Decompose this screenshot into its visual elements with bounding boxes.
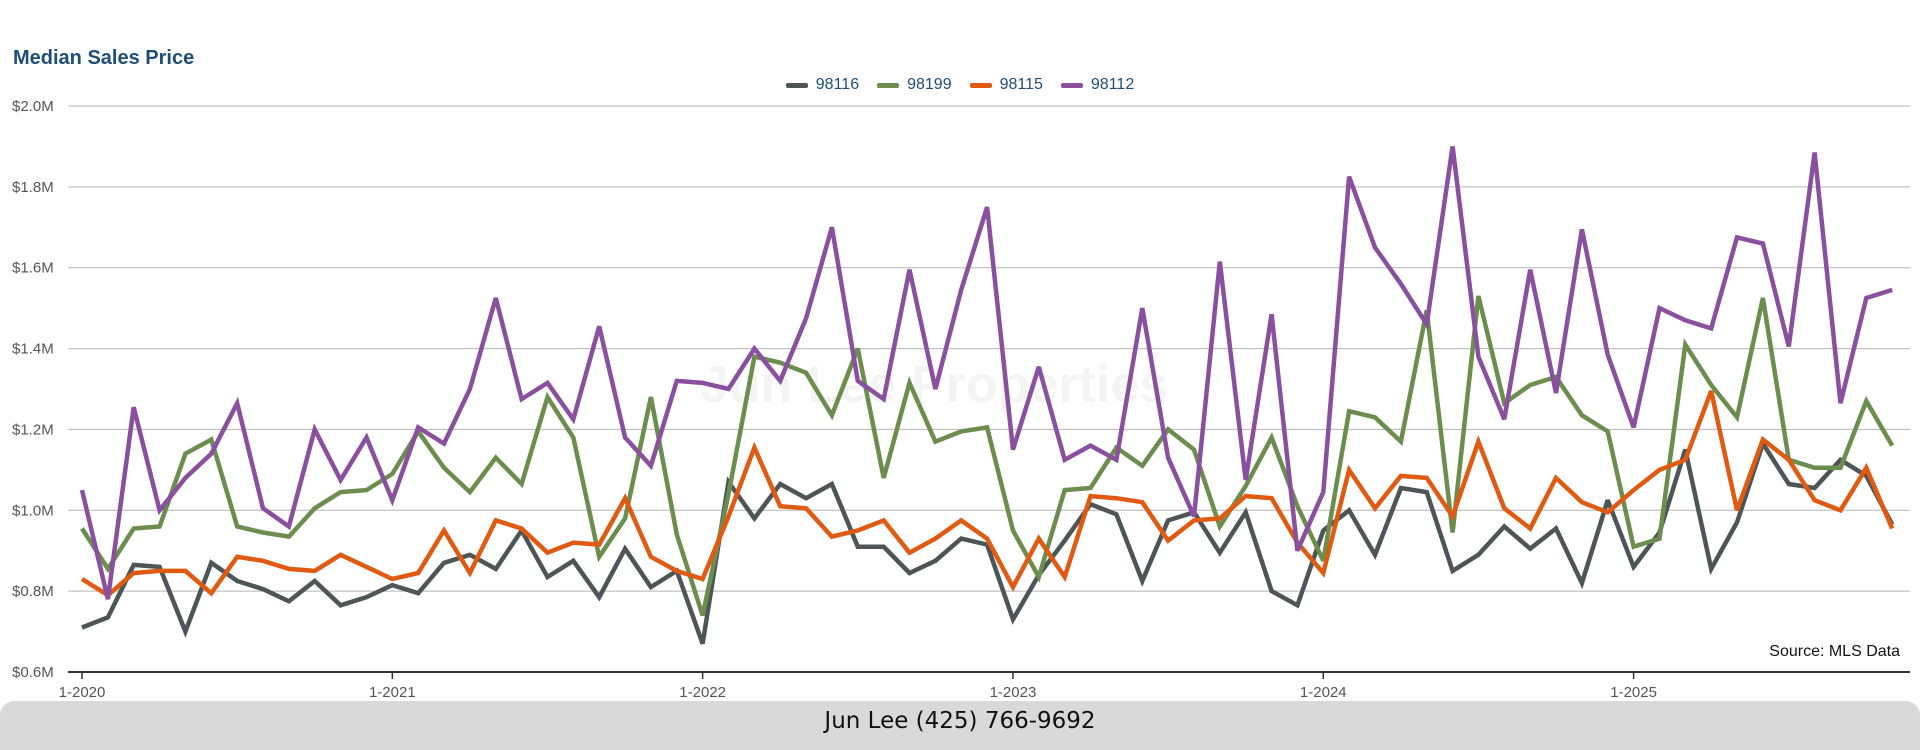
legend-item-98199[interactable]: 98199 (877, 76, 952, 94)
source-note: Source: MLS Data (1769, 643, 1900, 660)
footer-contact: Jun Lee (425) 766-9692 (824, 708, 1096, 734)
legend-item-98112[interactable]: 98112 (1060, 76, 1135, 94)
legend-item-98116[interactable]: 98116 (785, 76, 860, 94)
legend-label: 98115 (999, 76, 1043, 93)
y-tick-label: $1.4M (12, 341, 54, 358)
series-line-98115 (80, 390, 1895, 598)
y-tick-label: $1.0M (12, 502, 54, 519)
series-line-98116 (81, 438, 1895, 645)
y-tick-label: $1.8M (12, 179, 54, 196)
y-tick-label: $1.6M (12, 260, 54, 277)
legend-item-98115[interactable]: 98115 (969, 76, 1043, 94)
y-tick-label: $2.0M (12, 98, 54, 115)
legend-label: 98116 (815, 76, 860, 93)
y-tick-label: $1.2M (12, 421, 54, 438)
x-tick-label: 1-2022 (679, 684, 726, 701)
legend-swatch (785, 82, 808, 88)
y-tick-label: $0.6M (12, 664, 54, 681)
x-tick-label: 1-2020 (59, 684, 106, 701)
footer-bar (0, 701, 1920, 750)
y-tick-label: $0.8M (12, 583, 54, 600)
x-tick-label: 1-2023 (990, 684, 1037, 701)
chart-title: Median Sales Price (13, 47, 195, 69)
legend-swatch (1060, 82, 1083, 88)
x-tick-label: 1-2024 (1300, 684, 1347, 701)
x-tick-label: 1-2025 (1610, 684, 1657, 701)
legend-swatch (969, 82, 992, 88)
chart-legend: 98116 98199 98115 98112 (0, 76, 1920, 94)
legend-label: 98112 (1090, 76, 1135, 93)
series-line-98112 (79, 146, 1893, 600)
line-chart: $0.6M $0.8M $1.0M $1.2M $1.4M $1.6M $1.8M $2.0M… (12, 98, 1910, 701)
legend-swatch (877, 82, 900, 88)
legend-label: 98199 (907, 76, 952, 93)
x-tick-label: 1-2021 (369, 684, 416, 701)
